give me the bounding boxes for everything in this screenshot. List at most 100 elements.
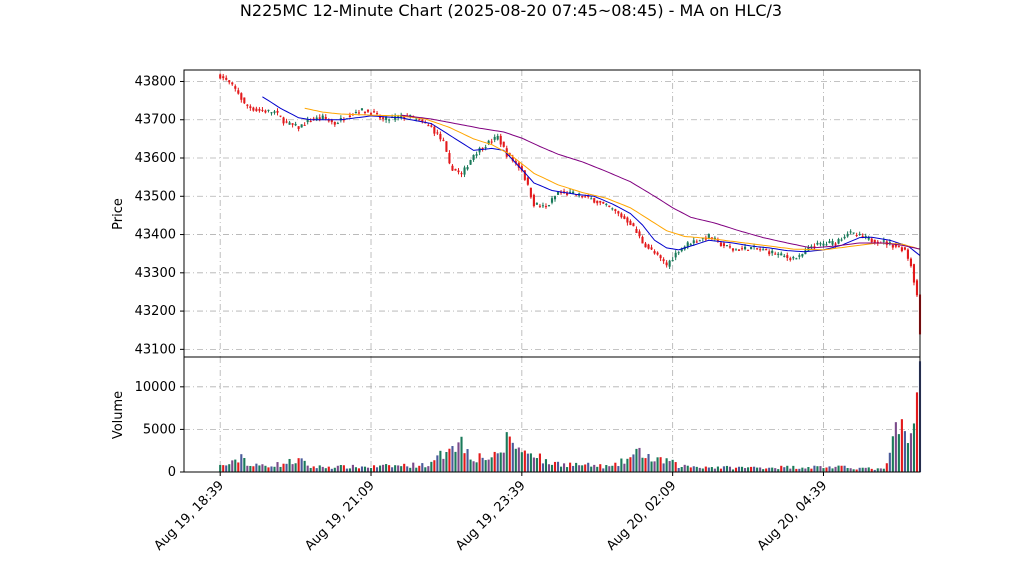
volume-bar bbox=[861, 467, 864, 472]
volume-bar bbox=[768, 467, 771, 472]
candle-body bbox=[430, 125, 433, 127]
candle-body bbox=[535, 203, 538, 205]
candle-body bbox=[544, 206, 548, 208]
volume-bar bbox=[550, 464, 554, 472]
candle-body bbox=[903, 247, 906, 250]
volume-bar bbox=[626, 458, 629, 472]
candle-body bbox=[795, 258, 798, 260]
volume-bar bbox=[653, 461, 656, 472]
candle-body bbox=[556, 192, 560, 195]
volume-bar bbox=[611, 465, 614, 472]
volume-bar bbox=[463, 453, 466, 472]
volume-bar bbox=[608, 466, 611, 472]
volume-bars bbox=[219, 361, 922, 472]
candle-body bbox=[671, 260, 674, 262]
volume-bar bbox=[620, 458, 623, 472]
volume-bar bbox=[436, 455, 439, 472]
candle-body bbox=[602, 201, 605, 204]
volume-bar bbox=[354, 467, 357, 472]
candle-body bbox=[363, 111, 367, 113]
candle-body bbox=[759, 249, 762, 251]
volume-bar bbox=[807, 467, 810, 472]
volume-bar bbox=[581, 465, 584, 472]
candle-body bbox=[623, 216, 626, 219]
volume-bar bbox=[623, 463, 626, 472]
volume-bar bbox=[828, 466, 831, 472]
candle-body bbox=[906, 249, 909, 259]
volume-bar bbox=[345, 468, 348, 472]
candle-body bbox=[397, 116, 400, 118]
volume-bar bbox=[825, 467, 828, 472]
candle-body bbox=[774, 253, 777, 255]
candle-body bbox=[617, 211, 620, 214]
candle-body bbox=[285, 121, 288, 123]
candle-body bbox=[403, 116, 406, 119]
volume-bar bbox=[538, 453, 541, 472]
candle-body bbox=[469, 160, 472, 165]
volume-bar bbox=[671, 459, 674, 472]
candle-body bbox=[737, 249, 741, 251]
volume-bar bbox=[719, 468, 722, 472]
volume-bar bbox=[409, 467, 412, 472]
candle-body bbox=[644, 243, 647, 248]
candle-body bbox=[460, 173, 463, 175]
volume-bar bbox=[858, 467, 861, 472]
volume-bar bbox=[584, 464, 587, 472]
candle-body bbox=[496, 135, 499, 140]
volume-bar bbox=[249, 465, 252, 472]
volume-bar bbox=[258, 465, 261, 472]
volume-bar bbox=[569, 462, 572, 472]
volume-bar bbox=[517, 447, 520, 472]
volume-bar bbox=[375, 467, 379, 472]
candle-body bbox=[596, 200, 599, 204]
candle-body bbox=[219, 74, 222, 79]
volume-bar bbox=[400, 466, 403, 472]
price-tick-label: 43300 bbox=[135, 266, 176, 281]
candle-body bbox=[677, 252, 680, 254]
candle-body bbox=[692, 240, 695, 244]
volume-bar bbox=[523, 450, 526, 472]
candle-body bbox=[270, 112, 273, 114]
volume-bar bbox=[382, 464, 385, 472]
volume-bar bbox=[632, 454, 635, 472]
volume-bar bbox=[801, 467, 804, 472]
volume-grid bbox=[184, 357, 920, 473]
x-tick-label: Aug 20, 04:39 bbox=[755, 478, 831, 554]
candle-body bbox=[354, 112, 357, 114]
candle-body bbox=[789, 258, 792, 260]
volume-bar bbox=[864, 467, 867, 472]
candle-body bbox=[415, 118, 418, 120]
volume-bar bbox=[765, 468, 768, 472]
volume-bar bbox=[740, 466, 744, 472]
volume-bar bbox=[324, 468, 327, 472]
volume-bar bbox=[855, 469, 858, 472]
candle-body bbox=[306, 119, 309, 123]
candle-body bbox=[894, 244, 897, 247]
volume-bar bbox=[535, 458, 538, 472]
volume-axis-title: Volume bbox=[111, 391, 126, 439]
volume-bar bbox=[327, 466, 330, 472]
candle-body bbox=[740, 248, 744, 250]
candle-body bbox=[436, 132, 439, 134]
x-tick-label: Aug 19, 18:39 bbox=[152, 478, 228, 554]
volume-bar bbox=[445, 452, 448, 472]
candle-body bbox=[831, 241, 834, 245]
volume-bar bbox=[339, 465, 342, 472]
volume-bar bbox=[882, 468, 885, 472]
candle-body bbox=[563, 191, 566, 193]
volume-bar bbox=[228, 464, 231, 472]
candle-body bbox=[786, 255, 789, 258]
candle-body bbox=[605, 203, 608, 205]
candle-body bbox=[813, 246, 816, 248]
volume-bar bbox=[846, 468, 849, 472]
candle-body bbox=[300, 124, 303, 128]
candle-body bbox=[665, 262, 668, 266]
volume-bar bbox=[246, 465, 249, 472]
volume-bar bbox=[701, 468, 704, 472]
candle-body bbox=[442, 139, 445, 141]
volume-bar bbox=[792, 465, 795, 472]
volume-bar bbox=[369, 467, 373, 472]
volume-bar bbox=[466, 449, 469, 472]
candle-body bbox=[900, 247, 903, 252]
